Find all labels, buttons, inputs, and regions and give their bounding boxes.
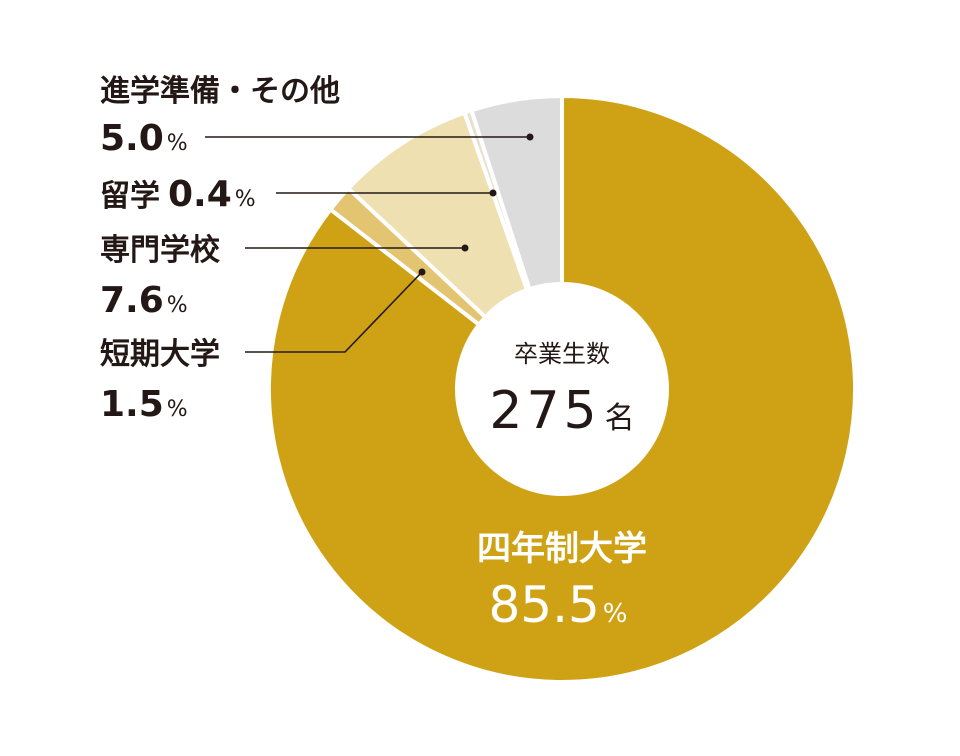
label-junior-college-name: 短期大学 bbox=[100, 337, 220, 372]
label-vocational-value: 7.6% bbox=[100, 280, 188, 321]
label-other-unit: % bbox=[167, 131, 188, 156]
leader-dot-other bbox=[526, 133, 534, 141]
label-vocational-number: 7.6 bbox=[100, 280, 164, 321]
label-study-abroad-name: 留学 bbox=[100, 179, 160, 214]
label-other-number: 5.0 bbox=[100, 118, 164, 159]
label-university-number: 85.5 bbox=[488, 576, 599, 634]
label-other-name: 進学準備・その他 bbox=[100, 74, 340, 109]
label-junior-college-value: 1.5% bbox=[100, 384, 188, 425]
label-junior-college-unit: % bbox=[167, 397, 188, 422]
leader-dot-vocational bbox=[461, 244, 469, 252]
center-hole bbox=[455, 282, 669, 496]
label-vocational-name: 専門学校 bbox=[100, 233, 220, 268]
label-study-abroad-unit: % bbox=[235, 187, 256, 212]
center-total-value: 275 bbox=[489, 381, 600, 441]
leader-junior-college bbox=[245, 271, 423, 353]
center-total: 275 名 bbox=[489, 381, 634, 441]
label-university-name: 四年制大学 bbox=[477, 529, 647, 569]
label-study-abroad: 留学 0.4% bbox=[100, 174, 256, 215]
leader-dot-junior-college bbox=[418, 268, 426, 276]
center-total-unit: 名 bbox=[605, 401, 635, 436]
label-study-abroad-number: 0.4 bbox=[168, 174, 232, 215]
leader-dot-study-abroad bbox=[489, 189, 497, 197]
label-university-unit: % bbox=[603, 599, 628, 629]
label-junior-college-number: 1.5 bbox=[100, 384, 164, 425]
label-university-value: 85.5% bbox=[488, 576, 627, 634]
center-title: 卒業生数 bbox=[514, 340, 610, 368]
label-vocational-unit: % bbox=[167, 293, 188, 318]
label-other-value: 5.0% bbox=[100, 118, 188, 159]
